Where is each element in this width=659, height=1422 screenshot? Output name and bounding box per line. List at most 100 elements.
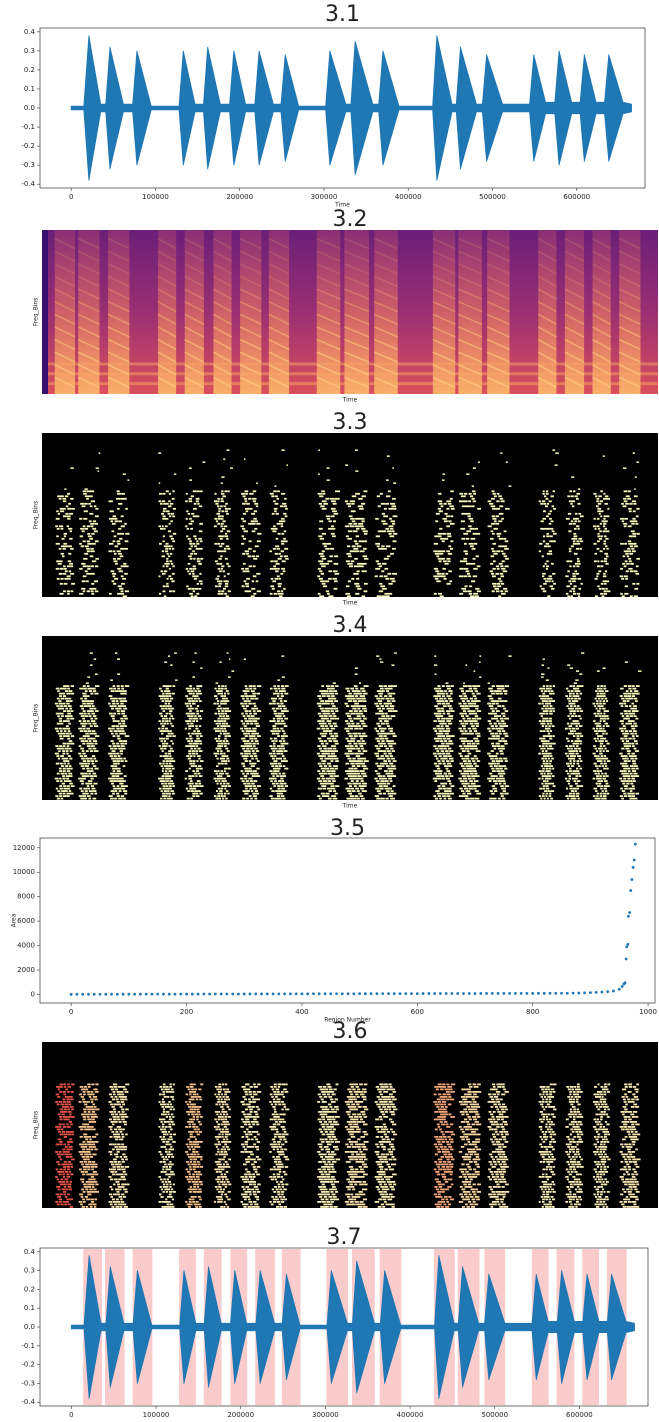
mask-pixel: [248, 727, 252, 730]
mask-pixel: [60, 722, 64, 725]
mask-pixel: [59, 720, 63, 722]
mask-pixel: [357, 505, 363, 508]
spectrogram-syllable: [374, 230, 398, 394]
mask-pixel: [491, 760, 496, 762]
point: [271, 992, 275, 996]
mask-pixel: [575, 497, 579, 500]
mask-pixel: [64, 1178, 69, 1181]
mask-pixel: [596, 517, 600, 520]
mask-pixel: [111, 732, 114, 735]
mask-speck: [221, 476, 225, 478]
mask-pixel: [250, 697, 254, 700]
mask-pixel: [121, 705, 126, 707]
mask-pixel: [241, 705, 245, 707]
mask-pixel: [66, 1166, 71, 1168]
mask-pixel: [93, 750, 99, 752]
mask-pixel: [63, 565, 66, 568]
mask-pixel: [605, 580, 610, 583]
mask-pixel: [468, 500, 471, 503]
mask-pixel: [566, 705, 569, 707]
mask-pixel: [119, 750, 124, 752]
mask-pixel: [325, 710, 330, 712]
mask-pixel: [66, 770, 71, 772]
spectrogram-syllable: [108, 230, 130, 394]
mask-pixel: [273, 760, 278, 762]
mask-pixel: [439, 552, 444, 555]
mask-pixel: [88, 715, 92, 717]
mask-pixel: [603, 517, 606, 520]
mask-pixel: [217, 720, 221, 722]
mask-pixel: [87, 1108, 92, 1111]
mask-speck: [571, 476, 575, 478]
mask-pixel: [168, 492, 172, 495]
mask-pixel: [600, 705, 604, 707]
mask-pixel: [111, 775, 116, 777]
mask-pixel: [568, 717, 572, 720]
mask-pixel: [95, 1083, 99, 1086]
mask-pixel: [322, 492, 326, 495]
mask-pixel: [385, 705, 389, 707]
mask-pixel: [575, 725, 578, 727]
mask-pixel: [476, 717, 482, 720]
mask-pixel: [490, 562, 494, 565]
mask-pixel: [502, 715, 506, 717]
mask-pixel: [353, 685, 358, 687]
y-tick-label: -0.4: [21, 180, 35, 188]
mask-pixel: [344, 702, 348, 705]
mask-pixel: [334, 725, 338, 727]
mask-pixel: [191, 707, 194, 710]
mask-pixel: [543, 755, 547, 757]
mask-pixel: [392, 515, 398, 518]
mask-pixel: [346, 595, 351, 598]
spectrogram-harmonic: [618, 338, 641, 351]
mask-pixel: [89, 732, 94, 735]
mask-pixel: [166, 755, 169, 757]
mask-pixel: [113, 780, 118, 782]
mask-pixel: [192, 760, 196, 762]
mask-pixel: [633, 740, 638, 742]
mask-pixel: [573, 535, 578, 538]
mask-pixel: [82, 735, 87, 737]
mask-pixel: [90, 525, 94, 528]
mask-pixel: [219, 545, 223, 548]
spectrogram-harmonic: [373, 275, 399, 288]
mask-pixel: [472, 770, 477, 772]
mask-pixel: [81, 757, 85, 760]
mask-pixel: [374, 752, 380, 755]
mask-pixel: [502, 722, 507, 725]
mask-pixel: [60, 1203, 64, 1206]
mask-pixel: [118, 797, 123, 800]
mask-speck: [226, 652, 229, 654]
mask-pixel: [327, 737, 332, 740]
mask-pixel: [345, 592, 351, 595]
mask-pixel: [159, 705, 163, 707]
mask-pixel: [187, 537, 191, 540]
mask-pixel: [253, 787, 258, 790]
mask-pixel: [354, 752, 359, 755]
mask-pixel: [569, 705, 573, 707]
mask-pixel: [65, 505, 69, 508]
mask-pixel: [322, 780, 327, 782]
mask-pixel: [165, 770, 168, 772]
mask-pixel: [447, 730, 451, 732]
mask-pixel: [321, 745, 327, 747]
mask-pixel: [60, 755, 64, 757]
mask-speck: [386, 455, 390, 457]
mask-pixel: [274, 722, 279, 725]
mask-pixel: [441, 710, 445, 712]
mask-pixel: [187, 570, 190, 573]
point: [92, 992, 96, 996]
mask-pixel: [495, 590, 500, 593]
mask-pixel: [622, 782, 626, 785]
mask-pixel: [223, 720, 227, 722]
mask-pixel: [242, 527, 246, 530]
mask-pixel: [472, 702, 477, 705]
point: [548, 991, 552, 995]
mask-pixel: [158, 727, 161, 730]
mask-pixel: [354, 695, 359, 697]
mask-pixel: [273, 507, 278, 510]
mask-pixel: [356, 545, 362, 548]
mask-pixel: [379, 762, 385, 765]
mask-pixel: [437, 575, 443, 578]
mask-pixel: [388, 710, 393, 712]
